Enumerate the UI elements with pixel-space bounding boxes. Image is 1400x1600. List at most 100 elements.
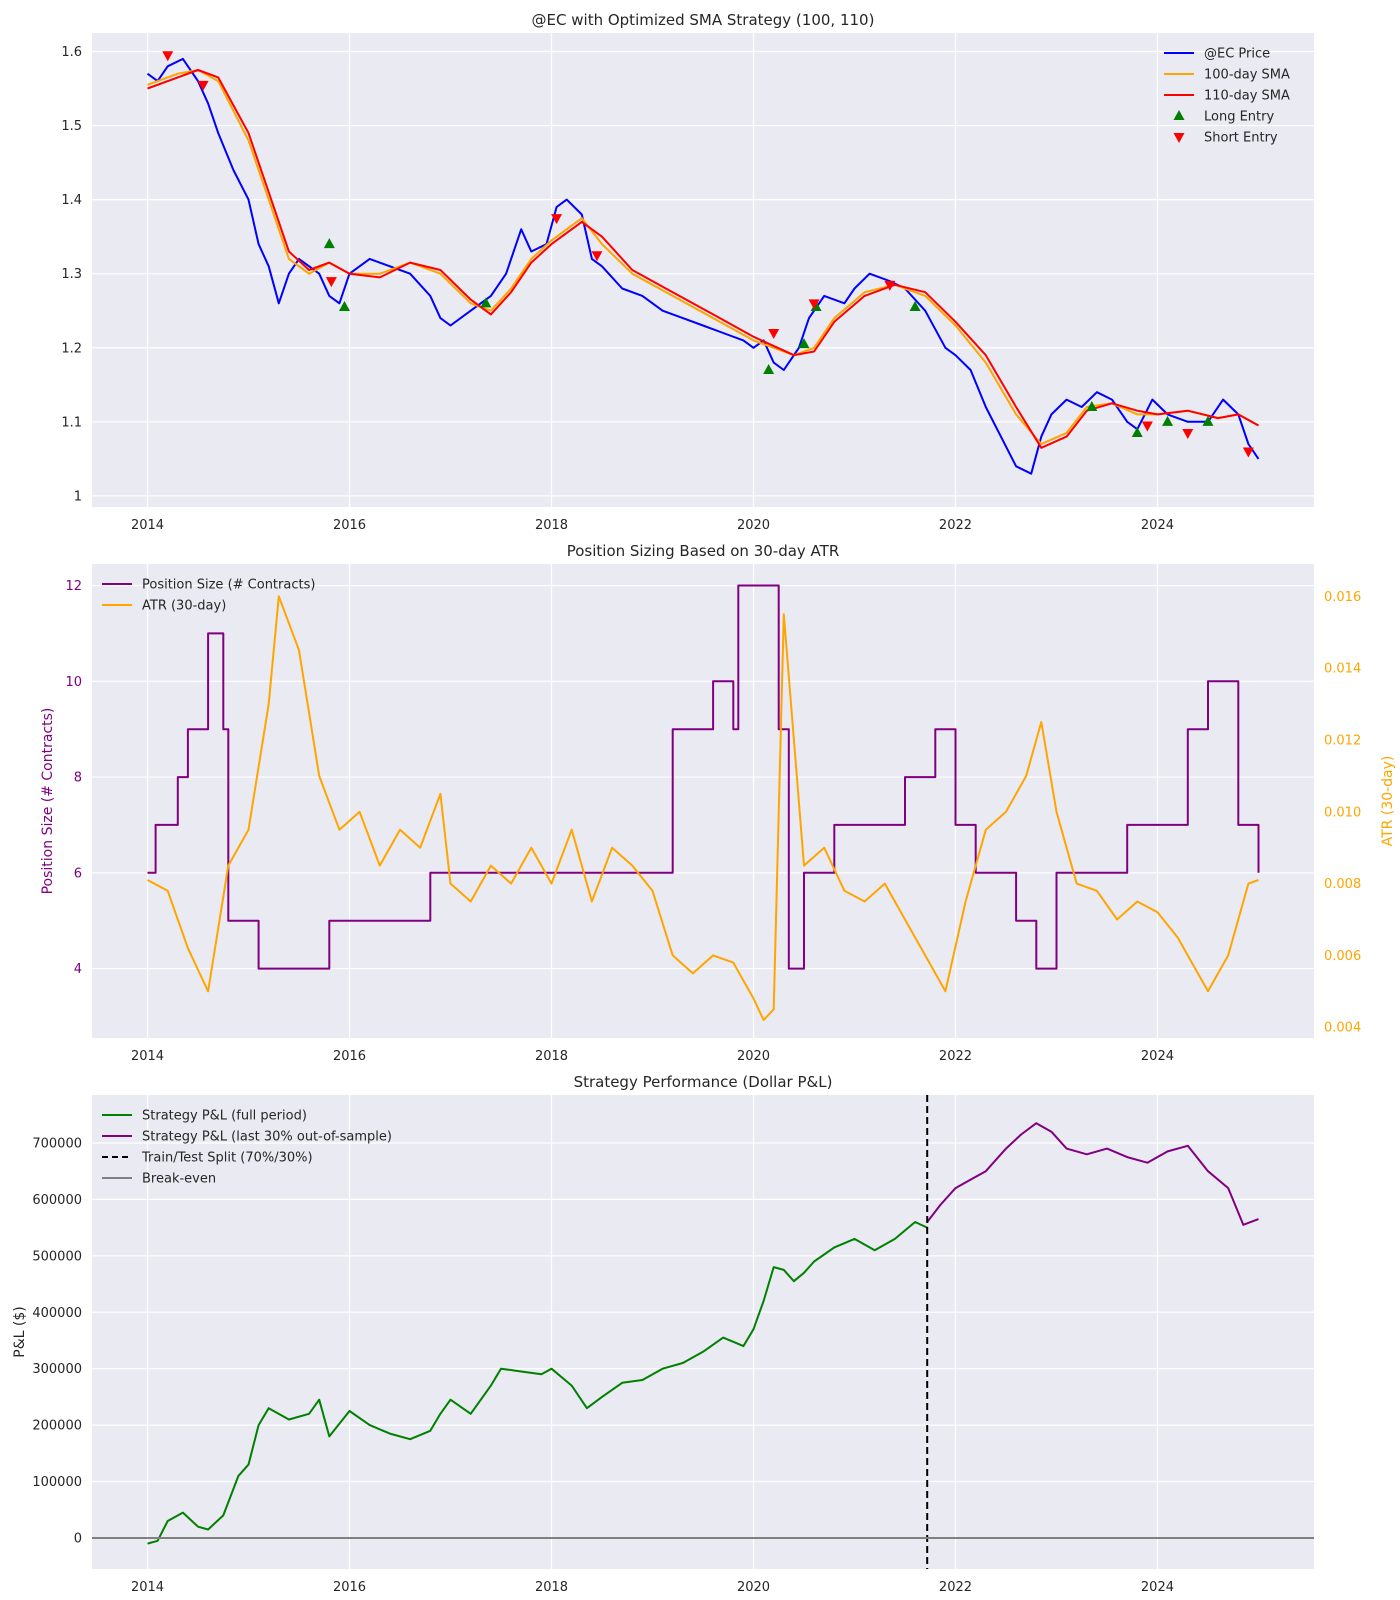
y-tick-label: 1.3 xyxy=(61,267,82,282)
x-tick-label: 2022 xyxy=(939,1049,972,1064)
legend-label: Short Entry xyxy=(1204,131,1278,146)
long-entry-marker xyxy=(1131,426,1143,437)
long-entry-marker xyxy=(1202,415,1214,426)
y-tick-label: 6 xyxy=(74,866,82,881)
short-entry-marker xyxy=(884,280,896,291)
legend-entry: Long Entry xyxy=(1173,110,1274,125)
legend-label: Train/Test Split (70%/30%) xyxy=(141,1151,313,1166)
short-entry-marker xyxy=(591,251,603,262)
y-tick-label: 4 xyxy=(74,962,82,977)
y-tick-label: 200000 xyxy=(32,1419,82,1434)
y-tick-label: 400000 xyxy=(32,1306,82,1321)
x-tick-label: 2024 xyxy=(1141,518,1174,533)
legend-label: Break-even xyxy=(142,1172,216,1187)
y-tick-label: 600000 xyxy=(32,1193,82,1208)
short-entry-marker xyxy=(162,51,174,62)
ec-price-line xyxy=(146,57,1260,475)
plot-content xyxy=(146,51,1260,475)
y-tick-label: 1.1 xyxy=(61,415,82,430)
short-entry-marker xyxy=(1141,421,1153,432)
short-entry-marker xyxy=(325,277,337,288)
chart-title: Position Sizing Based on 30-day ATR xyxy=(567,542,840,560)
legend-label: @EC Price xyxy=(1204,47,1270,62)
chart-strategy-performance: 2014 2016 2018 2020 2022 2024 0 100000 200000 300… xyxy=(12,1073,1314,1595)
legend-entry: Short Entry xyxy=(1173,131,1278,146)
short-entry-marker xyxy=(808,299,820,310)
legend-label: Position Size (# Contracts) xyxy=(142,578,315,593)
long-entry-marker xyxy=(798,338,810,349)
x-tick-label: 2018 xyxy=(535,1580,568,1595)
y-tick-label: 8 xyxy=(74,771,82,786)
y-tick-label: 1.4 xyxy=(61,193,82,208)
x-tick-label: 2020 xyxy=(737,1580,770,1595)
plot-area xyxy=(92,1095,1314,1569)
chart-title: Strategy Performance (Dollar P&L) xyxy=(574,1073,833,1091)
y-tick-label: 1.2 xyxy=(61,341,82,356)
legend-entry: Strategy P&L (last 30% out-of-sample) xyxy=(102,1130,392,1145)
y-tick-label: 1.6 xyxy=(61,45,82,60)
short-entry-marker xyxy=(551,214,563,225)
x-tick-label: 2022 xyxy=(939,1580,972,1595)
plot-area xyxy=(92,33,1314,507)
y-right-tick-label: 0.010 xyxy=(1324,805,1361,820)
y-axis-label: Position Size (# Contracts) xyxy=(40,708,56,895)
legend-label: Strategy P&L (last 30% out-of-sample) xyxy=(142,1130,392,1145)
y-right-tick-label: 0.014 xyxy=(1324,662,1361,677)
long-entry-marker xyxy=(1086,401,1098,412)
x-tick-label: 2014 xyxy=(131,1049,164,1064)
short-entry-marker xyxy=(1182,428,1194,439)
long-entry-marker xyxy=(338,301,350,312)
short-entry-marker xyxy=(1242,447,1254,458)
y-tick-label: 0 xyxy=(74,1531,82,1546)
legend-entry: 100-day SMA xyxy=(1164,68,1290,83)
position-size-contracts-line xyxy=(147,584,1260,970)
y-tick-label: 500000 xyxy=(32,1249,82,1264)
plot-content xyxy=(92,1095,1314,1569)
strategy-p-l-last-30-out-of-sample-line xyxy=(926,1122,1259,1226)
y-right-tick-label: 0.008 xyxy=(1324,877,1361,892)
atr-30-day-line xyxy=(147,595,1259,1021)
y-tick-label: 300000 xyxy=(32,1362,82,1377)
long-entry-marker xyxy=(810,301,822,312)
long-entry-marker xyxy=(763,363,775,374)
x-tick-label: 2016 xyxy=(333,1049,366,1064)
legend-marker xyxy=(1173,110,1185,120)
y-tick-label: 10 xyxy=(65,675,82,690)
x-tick-label: 2022 xyxy=(939,518,972,533)
long-entry-marker xyxy=(1162,415,1174,426)
legend-entry: @EC Price xyxy=(1164,47,1270,62)
y-tick-label: 1.5 xyxy=(61,119,82,134)
long-entry-marker xyxy=(323,238,335,249)
legend-label: 100-day SMA xyxy=(1204,68,1290,83)
legend-entry: ATR (30-day) xyxy=(102,599,226,614)
y-axis-label-right: ATR (30-day) xyxy=(1380,756,1396,847)
legend-label: Long Entry xyxy=(1204,110,1274,125)
x-tick-label: 2016 xyxy=(333,518,366,533)
y-tick-label: 100000 xyxy=(32,1475,82,1490)
plot-content xyxy=(147,584,1260,1021)
x-tick-label: 2020 xyxy=(737,1049,770,1064)
legend-entry: Break-even xyxy=(102,1172,216,1187)
y-right-tick-label: 0.006 xyxy=(1324,949,1361,964)
legend-label: ATR (30-day) xyxy=(142,599,226,614)
legend-label: 110-day SMA xyxy=(1204,89,1290,104)
y-axis-label: P&L ($) xyxy=(12,1306,28,1357)
x-tick-label: 2018 xyxy=(535,518,568,533)
chart-price-sma: 2014 2016 2018 2020 2022 2024 1 1.1 1.2 1.3 1.4 1.5… xyxy=(61,11,1314,533)
x-tick-label: 2024 xyxy=(1141,1049,1174,1064)
x-tick-label: 2014 xyxy=(131,1580,164,1595)
long-entry-marker xyxy=(909,301,921,312)
legend-entry: Strategy P&L (full period) xyxy=(102,1109,307,1124)
y-right-tick-label: 0.004 xyxy=(1324,1021,1361,1036)
legend-label: Strategy P&L (full period) xyxy=(142,1109,307,1124)
legend-marker xyxy=(1173,133,1185,143)
strategy-p-l-full-period-line xyxy=(147,1221,928,1545)
y-right-tick-label: 0.012 xyxy=(1324,733,1361,748)
legend-entry: 110-day SMA xyxy=(1164,89,1290,104)
chart-title: @EC with Optimized SMA Strategy (100, 11… xyxy=(532,11,875,29)
long-entry-marker xyxy=(480,297,492,308)
short-entry-marker xyxy=(197,80,209,91)
y-tick-label: 700000 xyxy=(32,1136,82,1151)
x-tick-label: 2018 xyxy=(535,1049,568,1064)
